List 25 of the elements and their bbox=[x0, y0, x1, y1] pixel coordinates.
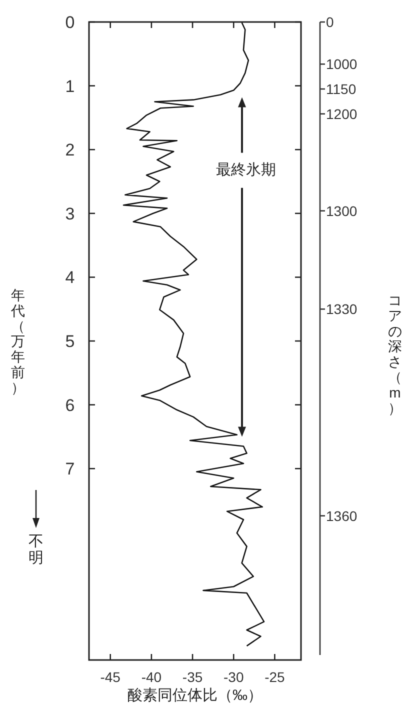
text: 1000 bbox=[326, 56, 358, 72]
x-tick-label: -30 bbox=[224, 669, 244, 685]
text: 1360 bbox=[326, 508, 358, 524]
y-tick-label: 0 bbox=[65, 13, 75, 32]
y-tick-label: 7 bbox=[65, 460, 75, 479]
x-tick-label: -40 bbox=[141, 669, 162, 685]
annotation: 最終氷期 bbox=[216, 162, 276, 179]
x-axis-title: 酸素同位体比（‰） bbox=[128, 687, 262, 704]
text: コアの深さ（m） bbox=[388, 292, 402, 416]
y-tick-label: 2 bbox=[65, 140, 75, 160]
text: 0 bbox=[326, 14, 334, 30]
text: 不明 bbox=[28, 533, 44, 566]
text: 1200 bbox=[326, 106, 358, 122]
text: 1300 bbox=[326, 202, 358, 219]
y-tick-label: 3 bbox=[65, 204, 75, 224]
y-tick-label: 1 bbox=[65, 76, 75, 96]
text: 1150 bbox=[326, 80, 356, 97]
x-tick-label: -25 bbox=[264, 669, 286, 685]
x-tick-label: -35 bbox=[182, 669, 203, 685]
y-tick-label: 4 bbox=[65, 268, 75, 288]
y-axis-title: 年代（万年前） bbox=[10, 287, 25, 396]
y-tick-label: 6 bbox=[65, 396, 75, 415]
y-tick-label: 5 bbox=[65, 332, 75, 351]
x-tick-label: -45 bbox=[100, 669, 121, 685]
text: 1330 bbox=[326, 301, 358, 318]
